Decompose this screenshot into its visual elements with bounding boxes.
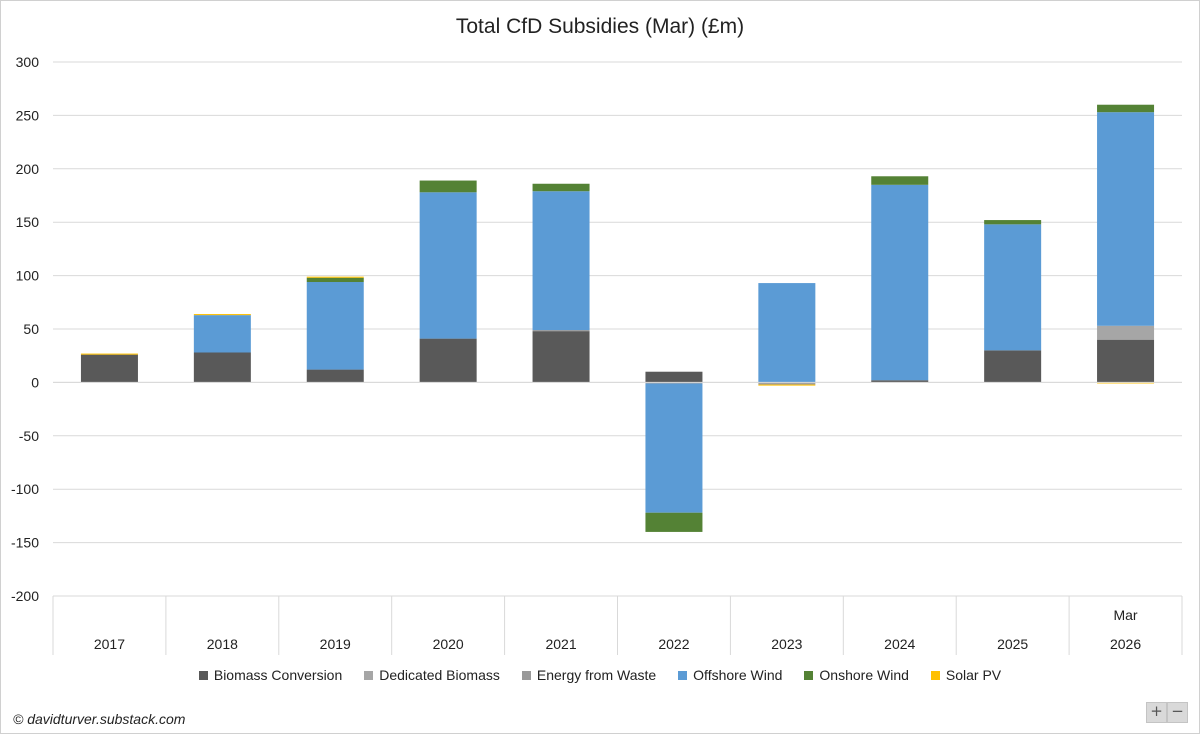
- legend-swatch: [804, 670, 814, 680]
- legend-swatch: [521, 670, 531, 680]
- zoom-in-button[interactable]: +: [1146, 702, 1167, 723]
- bar-segment: [306, 277, 364, 283]
- bar-segment: [532, 331, 590, 383]
- y-tick-label: 250: [16, 107, 40, 123]
- bar-segment: [871, 184, 929, 381]
- legend-label: Solar PV: [945, 667, 1002, 683]
- bar-segment: [306, 276, 364, 278]
- bar-segment: [645, 383, 703, 513]
- x-tick-label: 2023: [771, 636, 802, 652]
- bar-segment: [419, 338, 477, 383]
- x-tick-label: 2026: [1110, 636, 1141, 652]
- chart-title: Total CfD Subsidies (Mar) (£m): [455, 15, 745, 38]
- x-tick-label: 2019: [320, 636, 351, 652]
- x-tick-label: 2025: [997, 636, 1028, 652]
- bar-segment: [984, 224, 1042, 351]
- bar-segment: [1097, 112, 1155, 326]
- bar-segment: [306, 369, 364, 383]
- bar-segment: [532, 191, 590, 331]
- x-tick-label: 2024: [884, 636, 915, 652]
- y-tick-label: -50: [19, 428, 39, 444]
- zoom-controls: + −: [1146, 702, 1188, 723]
- bar-segment: [984, 350, 1042, 383]
- bar-segment: [645, 512, 703, 532]
- bar-segment: [306, 282, 364, 370]
- y-tick-label: 300: [16, 54, 40, 70]
- legend-item: Onshore Wind: [804, 667, 909, 683]
- legend-item: Dedicated Biomass: [364, 667, 500, 683]
- chart-legend: Biomass Conversion Dedicated Biomass Energ…: [0, 667, 1200, 683]
- bar-segment: [984, 220, 1042, 225]
- bar-segment: [1097, 339, 1155, 383]
- legend-item: Energy from Waste: [521, 667, 657, 683]
- x-tick-label: 2021: [545, 636, 576, 652]
- x-tick-group-label: Mar: [1113, 607, 1137, 623]
- legend-label: Energy from Waste: [536, 667, 657, 683]
- bar-segment: [80, 353, 138, 355]
- legend-swatch: [364, 670, 374, 680]
- bar-segment: [193, 352, 251, 383]
- bar-segment: [1097, 104, 1155, 113]
- y-tick-label: -150: [11, 535, 39, 551]
- y-tick-label: 200: [16, 161, 40, 177]
- credit-text: © davidturver.substack.com: [13, 711, 186, 727]
- x-tick-label: 2018: [207, 636, 238, 652]
- legend-swatch: [678, 670, 688, 680]
- bar-segment: [645, 371, 703, 383]
- bar-segment: [1097, 325, 1155, 340]
- legend-item: Offshore Wind: [678, 667, 782, 683]
- bar-segment: [193, 314, 251, 316]
- zoom-out-button[interactable]: −: [1167, 702, 1188, 723]
- bar-segment: [532, 183, 590, 192]
- bar-segment: [80, 354, 138, 383]
- bar-segment: [758, 382, 816, 384]
- legend-swatch: [930, 670, 940, 680]
- bar-segment: [645, 382, 703, 384]
- legend-item: Biomass Conversion: [198, 667, 343, 683]
- legend-item: Solar PV: [930, 667, 1002, 683]
- bar-segment: [1097, 382, 1155, 384]
- bar-segment: [871, 380, 929, 383]
- x-tick-label: 2017: [94, 636, 125, 652]
- bar-segment: [419, 180, 477, 193]
- y-tick-label: 150: [16, 214, 40, 230]
- legend-label: Dedicated Biomass: [379, 667, 500, 683]
- legend-label: Biomass Conversion: [213, 667, 343, 683]
- bar-segment: [758, 384, 816, 386]
- legend-label: Onshore Wind: [819, 667, 909, 683]
- legend-swatch: [198, 670, 208, 680]
- bar-segment: [193, 315, 251, 353]
- y-tick-label: 0: [31, 374, 39, 390]
- bar-segment: [758, 283, 816, 383]
- bar-segment: [758, 383, 816, 385]
- bar-segment: [532, 330, 590, 332]
- y-tick-label: -100: [11, 481, 39, 497]
- x-tick-label: 2022: [658, 636, 689, 652]
- bar-segment: [419, 192, 477, 339]
- y-tick-label: 50: [23, 321, 39, 337]
- x-tick-label: 2020: [433, 636, 464, 652]
- y-tick-label: -200: [11, 588, 39, 604]
- y-tick-label: 100: [16, 268, 40, 284]
- legend-label: Offshore Wind: [693, 667, 783, 683]
- bar-segment: [871, 176, 929, 185]
